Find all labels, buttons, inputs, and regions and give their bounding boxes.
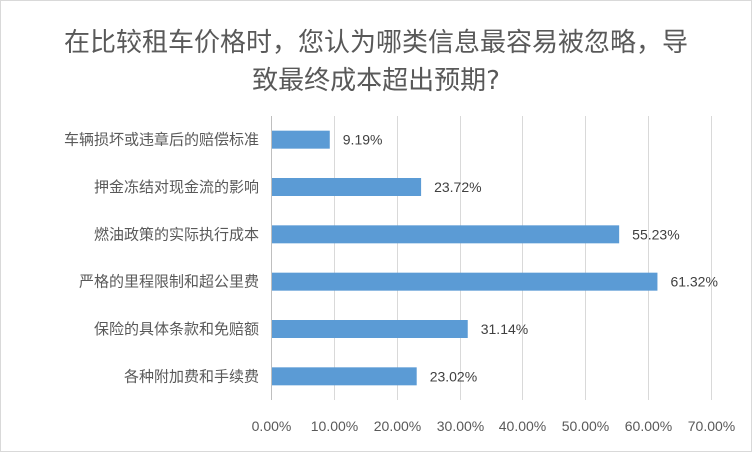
category-labels: 车辆损坏或违章后的赔偿标准押金冻结对现金流的影响燃油政策的实际执行成本严格的里程… bbox=[64, 131, 259, 386]
x-tick-label: 30.00% bbox=[437, 418, 484, 434]
data-label: 55.23% bbox=[632, 226, 679, 242]
category-label: 保险的具体条款和免赔额 bbox=[94, 320, 259, 338]
category-label: 车辆损坏或违章后的赔偿标准 bbox=[64, 131, 259, 149]
chart-title: 在比较租车价格时，您认为哪类信息最容易被忽略，导致最终成本超出预期? bbox=[63, 28, 688, 96]
x-tick-label: 20.00% bbox=[374, 418, 421, 434]
x-tick-label: 60.00% bbox=[625, 418, 672, 434]
grid-lines bbox=[271, 116, 712, 400]
category-label: 押金冻结对现金流的影响 bbox=[94, 178, 259, 196]
data-labels: 9.19% 23.72% 55.23% 61.32% 31.14% 23.02% bbox=[343, 132, 718, 385]
x-tick-label: 40.00% bbox=[499, 418, 546, 434]
category-label: 严格的里程限制和超公里费 bbox=[79, 273, 259, 291]
bars bbox=[272, 130, 658, 386]
x-tick-label: 0.00% bbox=[252, 418, 292, 434]
bar bbox=[272, 367, 417, 386]
bar bbox=[272, 178, 422, 196]
x-axis-tick-labels: 0.00% 10.00% 20.00% 30.00% 40.00% 50.00% 60.00… bbox=[252, 418, 736, 434]
bar bbox=[272, 130, 330, 149]
x-tick-label: 70.00% bbox=[688, 418, 735, 434]
x-tick-label: 50.00% bbox=[562, 418, 609, 434]
category-label: 各种附加费和手续费 bbox=[124, 367, 259, 385]
data-label: 61.32% bbox=[670, 274, 717, 290]
data-label: 9.19% bbox=[343, 132, 383, 148]
bar bbox=[272, 272, 658, 291]
category-label: 燃油政策的实际执行成本 bbox=[94, 225, 259, 243]
data-label: 31.14% bbox=[481, 321, 528, 337]
data-label: 23.02% bbox=[430, 368, 477, 384]
data-label: 23.72% bbox=[434, 179, 481, 195]
x-tick-label: 10.00% bbox=[311, 418, 358, 434]
bar bbox=[272, 225, 620, 244]
bar bbox=[272, 320, 468, 338]
